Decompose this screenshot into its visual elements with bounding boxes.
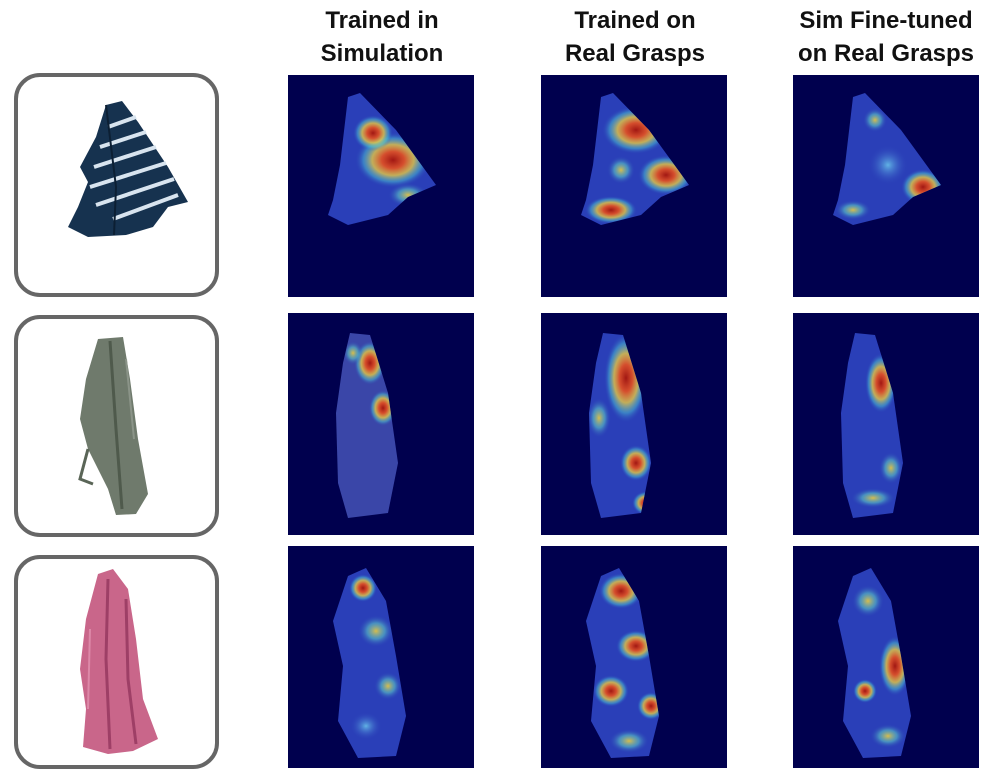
column-header-real-grasps: Trained on Real Grasps bbox=[540, 4, 730, 70]
column-header-line: Simulation bbox=[320, 40, 444, 67]
cloth-photo-gray-towel bbox=[14, 315, 219, 537]
heatmap-image bbox=[333, 568, 406, 758]
column-header-line: Trained in bbox=[325, 7, 439, 34]
column-header-line: Sim Fine-tuned bbox=[799, 7, 973, 34]
heatmap-image bbox=[838, 568, 911, 758]
heatmap-image bbox=[336, 333, 398, 518]
pink-towel-image bbox=[80, 569, 158, 754]
heatmap-finetuned-row2 bbox=[793, 313, 979, 535]
heatmap-real-row3 bbox=[541, 546, 727, 768]
cloth-photo-navy-towel bbox=[14, 73, 219, 297]
heatmap-sim-row2 bbox=[288, 313, 474, 535]
heatmap-real-row2 bbox=[541, 313, 727, 535]
heatmap-real-row1 bbox=[541, 75, 727, 297]
heatmap-sim-row1 bbox=[288, 75, 474, 297]
cloth-photo-pink-towel bbox=[14, 555, 219, 769]
heatmap-image bbox=[589, 333, 651, 518]
column-header-line: on Real Grasps bbox=[797, 40, 975, 67]
column-header-line: Real Grasps bbox=[564, 40, 706, 67]
heatmap-image bbox=[841, 333, 903, 518]
heatmap-image bbox=[328, 93, 436, 225]
navy-towel-image bbox=[68, 101, 188, 237]
heatmap-image bbox=[586, 568, 659, 758]
column-header-simulation: Trained in Simulation bbox=[287, 4, 477, 70]
heatmap-finetuned-row1 bbox=[793, 75, 979, 297]
gray-towel-image bbox=[78, 337, 148, 515]
heatmap-sim-row3 bbox=[288, 546, 474, 768]
column-header-line: Trained on bbox=[574, 7, 696, 34]
heatmap-image bbox=[581, 93, 689, 225]
heatmap-image bbox=[833, 93, 941, 225]
column-header-sim-fine-tuned: Sim Fine-tuned on Real Grasps bbox=[791, 4, 981, 70]
heatmap-finetuned-row3 bbox=[793, 546, 979, 768]
